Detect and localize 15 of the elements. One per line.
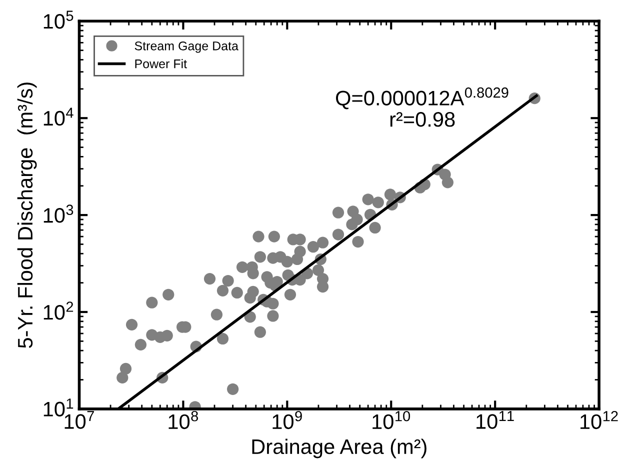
y-tick-label: 10$^{5}$ xyxy=(44,10,74,29)
x-tick-label: 10$^{11}$ xyxy=(476,410,514,429)
y-tick-label: 10$^{4}$ xyxy=(44,108,74,126)
x-tick-label: 10$^{8}$ xyxy=(168,410,198,430)
y-tick-label: 10$^{3}$ xyxy=(44,204,74,223)
legend-label: Stream Gage Data xyxy=(134,41,238,53)
legend-label: Power Fit xyxy=(135,59,187,68)
annotation: Q=0.000012A$^{0.8029}$ xyxy=(336,87,508,110)
x-tick-label: 10$^{12}$ xyxy=(580,410,618,430)
y-tick-label: 10$^{2}$ xyxy=(44,302,74,320)
x-axis-title: Drainage Area (m²) xyxy=(252,438,426,458)
x-tick-label: 10$^{10}$ xyxy=(372,410,410,430)
y-axis-title: 5-Yr. Flood Discharge (m³/s) xyxy=(17,82,37,348)
x-tick-label: 10$^{9}$ xyxy=(272,410,302,430)
annotation: r²=0.98 xyxy=(390,112,455,127)
